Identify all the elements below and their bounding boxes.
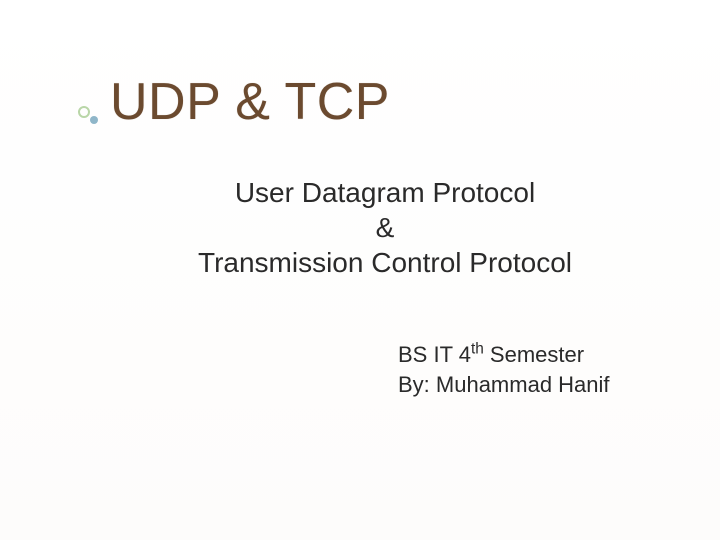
subtitle-line-3: Transmission Control Protocol bbox=[198, 247, 572, 278]
slide-subtitle: User Datagram Protocol & Transmission Co… bbox=[170, 175, 600, 280]
byline-line-1: BS IT 4th Semester bbox=[398, 342, 584, 367]
byline-course-prefix: BS IT 4 bbox=[398, 342, 471, 367]
byline-author: By: Muhammad Hanif bbox=[398, 372, 610, 397]
ornament-ring-icon bbox=[78, 106, 90, 118]
title-bullet-ornament bbox=[78, 106, 96, 124]
ornament-dot-icon bbox=[90, 116, 98, 124]
slide: UDP & TCP User Datagram Protocol & Trans… bbox=[0, 0, 720, 540]
slide-byline: BS IT 4th Semester By: Muhammad Hanif bbox=[398, 340, 610, 399]
byline-course-suffix: Semester bbox=[484, 342, 584, 367]
subtitle-line-2: & bbox=[376, 212, 395, 243]
subtitle-line-1: User Datagram Protocol bbox=[235, 177, 535, 208]
byline-ordinal: th bbox=[471, 341, 484, 358]
slide-title: UDP & TCP bbox=[110, 72, 390, 132]
